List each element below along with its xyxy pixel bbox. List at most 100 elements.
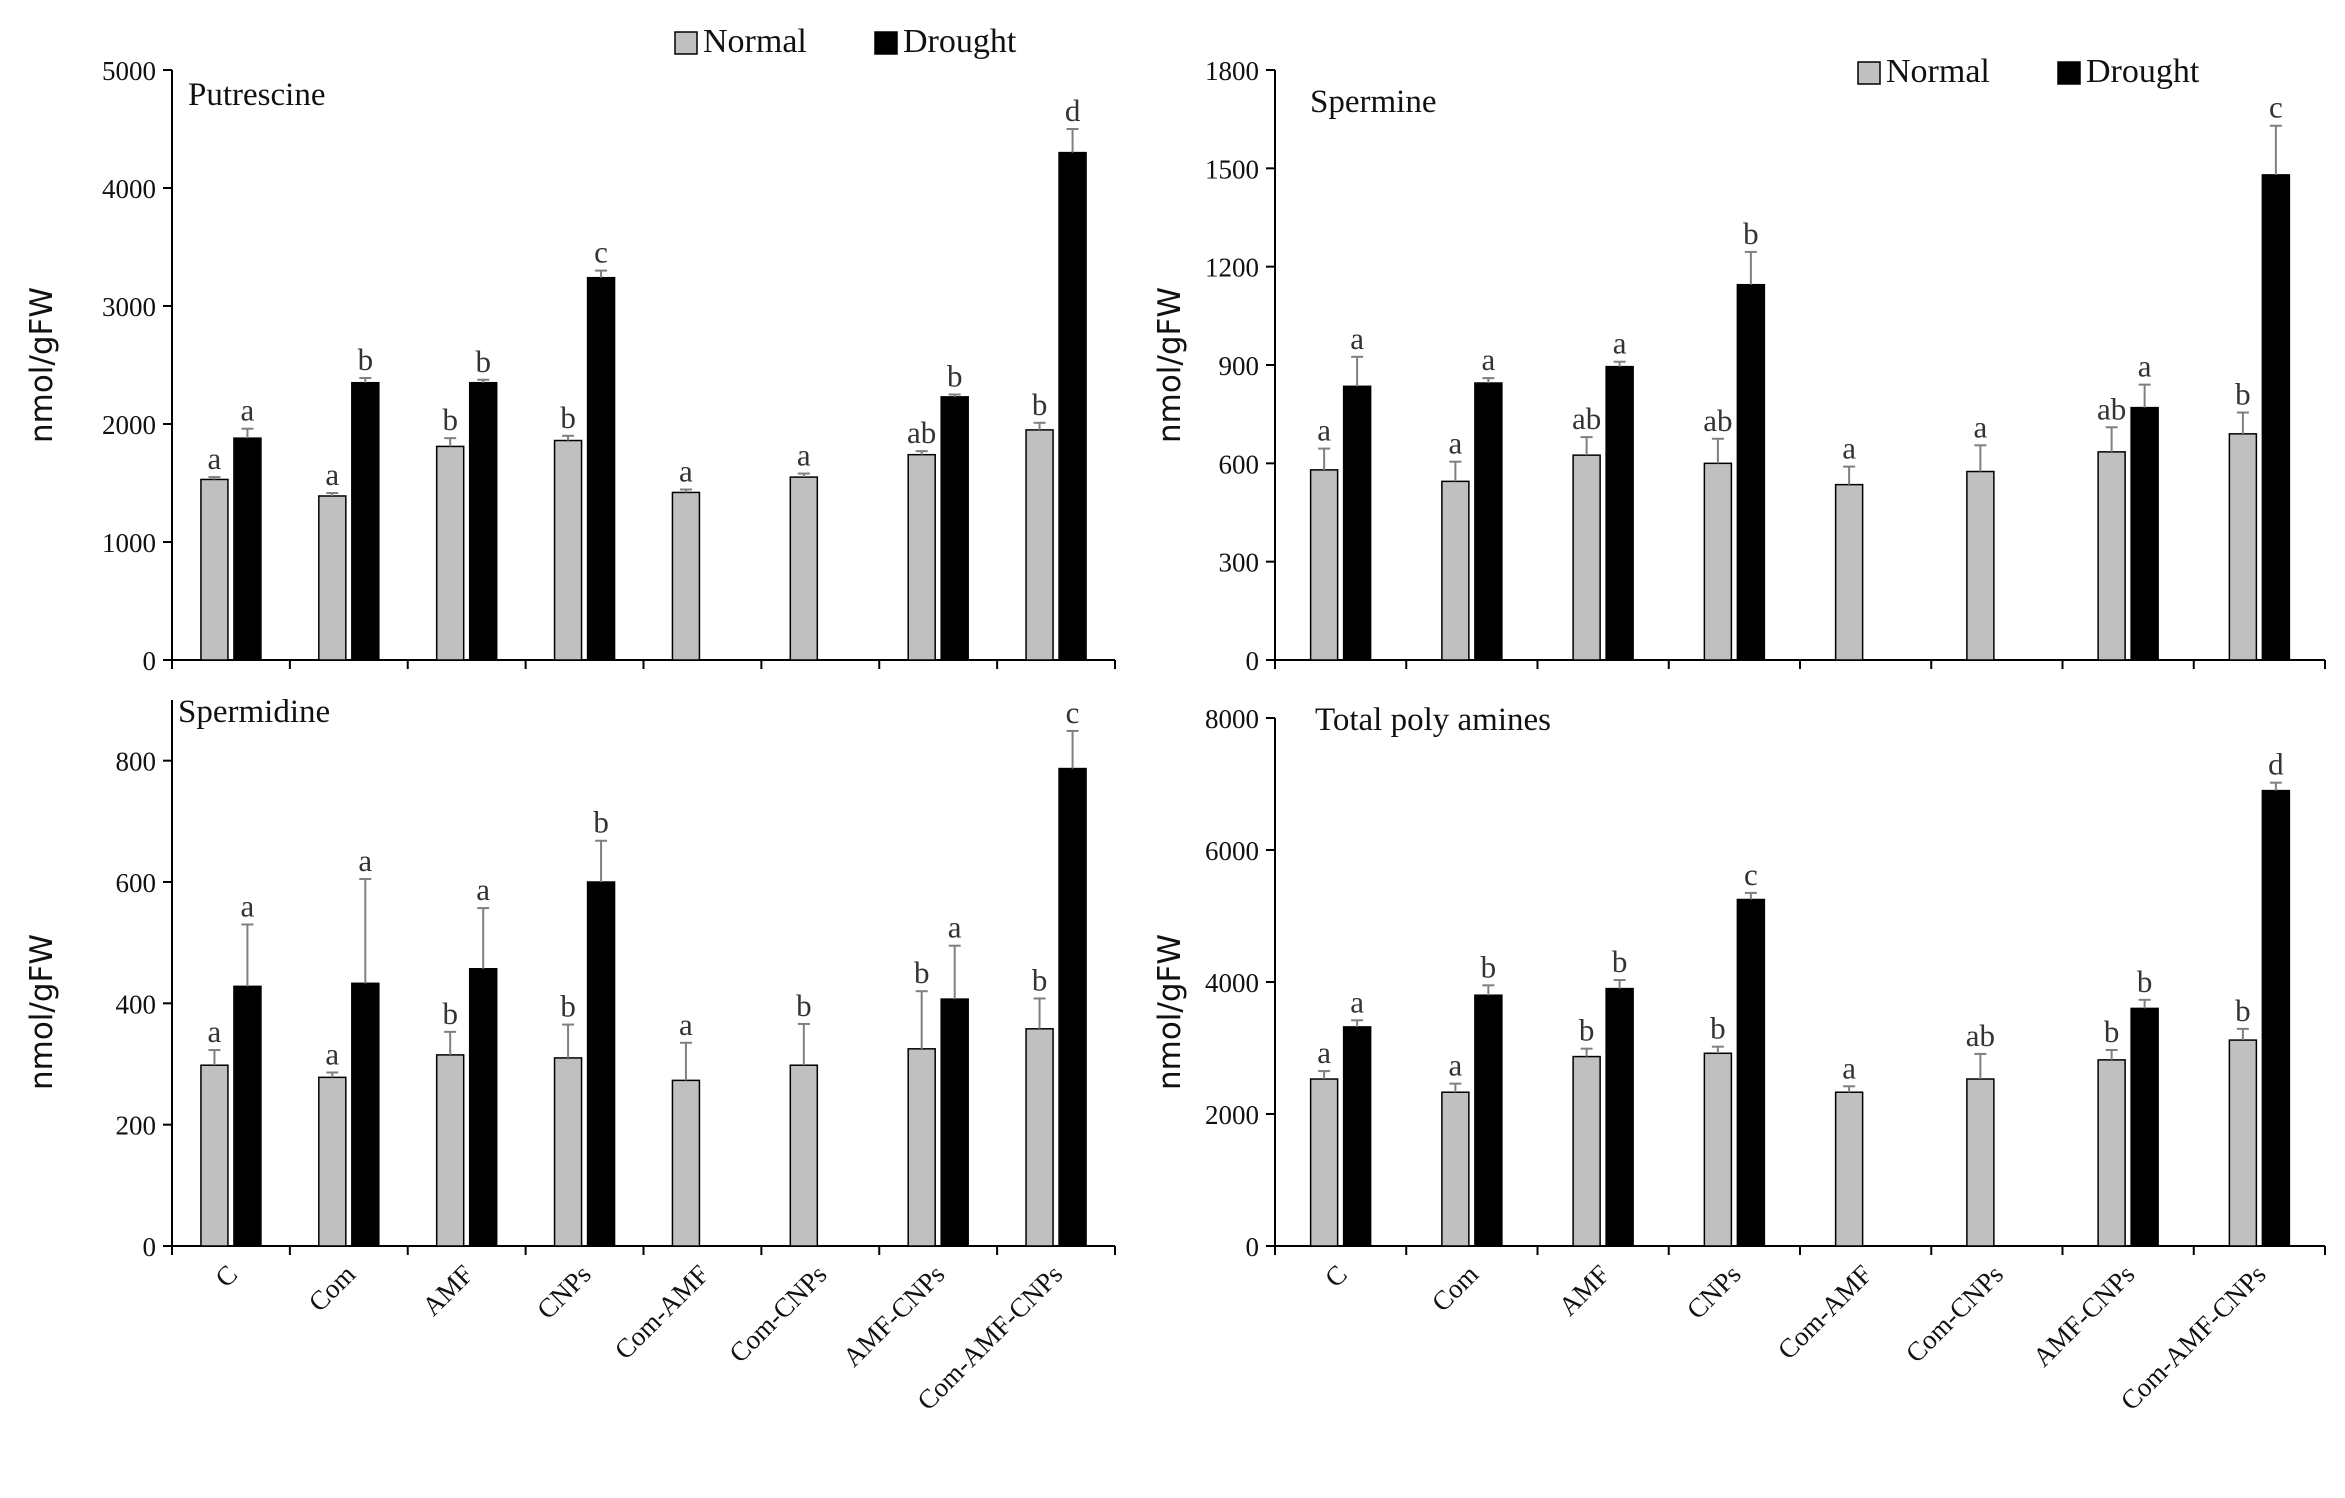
- y-tick-label: 3000: [102, 292, 156, 322]
- significance-letter: b: [1481, 949, 1497, 984]
- y-tick-label: 6000: [1205, 836, 1259, 866]
- category-label: C: [1319, 1259, 1353, 1293]
- significance-letter: a: [208, 1014, 222, 1049]
- bar-normal: [671, 491, 701, 661]
- y-tick-label: 0: [1246, 1232, 1260, 1262]
- significance-letter: a: [1481, 342, 1495, 377]
- category-label: Com-AMF: [609, 1259, 715, 1365]
- significance-letter: b: [1743, 216, 1759, 251]
- significance-letter: b: [947, 359, 963, 394]
- significance-letter: b: [2137, 964, 2153, 999]
- significance-letter: b: [1032, 387, 1048, 422]
- significance-letter: b: [560, 989, 576, 1024]
- bar-normal: [553, 439, 583, 661]
- bar-normal: [2097, 1059, 2126, 1247]
- significance-letter: a: [1842, 1050, 1856, 1085]
- bar-normal: [2228, 433, 2258, 661]
- bar-normal: [1966, 1078, 1995, 1247]
- bar-drought: [1342, 1026, 1372, 1247]
- bar-drought: [1474, 994, 1503, 1247]
- bar-drought: [1342, 385, 1372, 661]
- significance-letter: a: [241, 888, 255, 923]
- bar-normal: [318, 1076, 347, 1247]
- y-tick-label: 4000: [102, 174, 156, 204]
- bar-drought: [1736, 283, 1766, 661]
- significance-letter: a: [1317, 1035, 1331, 1070]
- y-tick-label: 400: [116, 989, 157, 1019]
- bar-drought: [2130, 406, 2159, 661]
- significance-letter: b: [1579, 1013, 1595, 1048]
- significance-letter: b: [593, 805, 609, 840]
- bar-normal: [1834, 1091, 1864, 1247]
- bar-normal: [1703, 1052, 1733, 1247]
- significance-letter: b: [1612, 944, 1628, 979]
- bar-drought: [940, 998, 969, 1247]
- significance-letter: a: [1448, 1048, 1462, 1083]
- bar-normal: [789, 476, 819, 661]
- category-label: Com: [303, 1259, 361, 1317]
- bar-drought: [2261, 174, 2291, 661]
- significance-letter: b: [2235, 993, 2251, 1028]
- significance-letter: a: [948, 910, 962, 945]
- category-label: Com: [1426, 1259, 1484, 1317]
- bar-normal: [1309, 1078, 1339, 1247]
- y-axis-label: nmol/gFW: [1152, 287, 1188, 443]
- bar-normal: [435, 1054, 465, 1247]
- y-tick-label: 2000: [102, 410, 156, 440]
- bar-normal: [789, 1064, 819, 1247]
- category-label: C: [209, 1259, 243, 1293]
- legend: Normal Drought: [1857, 53, 2200, 90]
- bar-normal: [1572, 454, 1601, 661]
- significance-letter: b: [1710, 1011, 1726, 1046]
- y-tick-label: 2000: [1205, 1100, 1259, 1130]
- panel-total-polyamines: 0 2000 4000 6000 8000 nmol/gFW Total poly amin…: [1152, 702, 2326, 1416]
- bar-drought: [233, 985, 262, 1247]
- bar-normal: [435, 445, 465, 661]
- significance-letter: a: [1350, 984, 1364, 1019]
- bar-normal: [200, 1064, 229, 1247]
- category-label: AMF: [1553, 1259, 1616, 1322]
- category-label: CNPs: [1681, 1259, 1747, 1325]
- bar-drought: [468, 381, 498, 661]
- significance-letter: ab: [1703, 403, 1732, 438]
- significance-letter: a: [325, 457, 339, 492]
- bar-normal: [1703, 462, 1733, 661]
- y-tick-label: 1000: [102, 528, 156, 558]
- y-tick-label: 8000: [1205, 704, 1259, 734]
- bar-normal: [1834, 483, 1864, 661]
- category-label: AMF-CNPs: [837, 1259, 951, 1373]
- bar-normal: [1025, 1028, 1054, 1247]
- bar-drought: [586, 276, 616, 661]
- significance-letter: a: [679, 1007, 693, 1042]
- category-label: Com-CNPs: [723, 1259, 832, 1368]
- significance-letter: b: [1032, 962, 1048, 997]
- bar-normal: [907, 1048, 936, 1247]
- bar-normal: [1025, 429, 1054, 661]
- significance-letter: b: [796, 988, 812, 1023]
- significance-letter: a: [679, 453, 693, 488]
- significance-letter: a: [797, 438, 811, 473]
- significance-letter: c: [2269, 90, 2283, 125]
- significance-letter: ab: [2097, 391, 2126, 426]
- y-tick-label: 0: [143, 646, 157, 676]
- significance-letter: c: [594, 235, 608, 270]
- panel-title: Spermidine: [178, 694, 330, 730]
- bar-drought: [1474, 382, 1503, 661]
- category-label: Com-AMF: [1772, 1259, 1878, 1365]
- significance-letter: a: [2138, 349, 2152, 384]
- bar-normal: [200, 478, 229, 661]
- legend-swatch-drought: [874, 31, 898, 55]
- bar-drought: [351, 982, 380, 1247]
- bar-drought: [586, 881, 616, 1247]
- significance-letter: ab: [907, 415, 936, 450]
- bar-drought: [1605, 365, 1634, 661]
- category-label: Com-AMF-CNPs: [2115, 1259, 2272, 1416]
- significance-letter: b: [442, 402, 458, 437]
- category-label: AMF: [416, 1259, 479, 1322]
- significance-letter: a: [325, 1036, 339, 1071]
- y-tick-label: 1800: [1205, 56, 1259, 86]
- legend-label-drought: Drought: [903, 23, 1017, 60]
- significance-letter: a: [241, 393, 255, 428]
- y-tick-label: 300: [1219, 548, 1260, 578]
- significance-letter: c: [1744, 857, 1758, 892]
